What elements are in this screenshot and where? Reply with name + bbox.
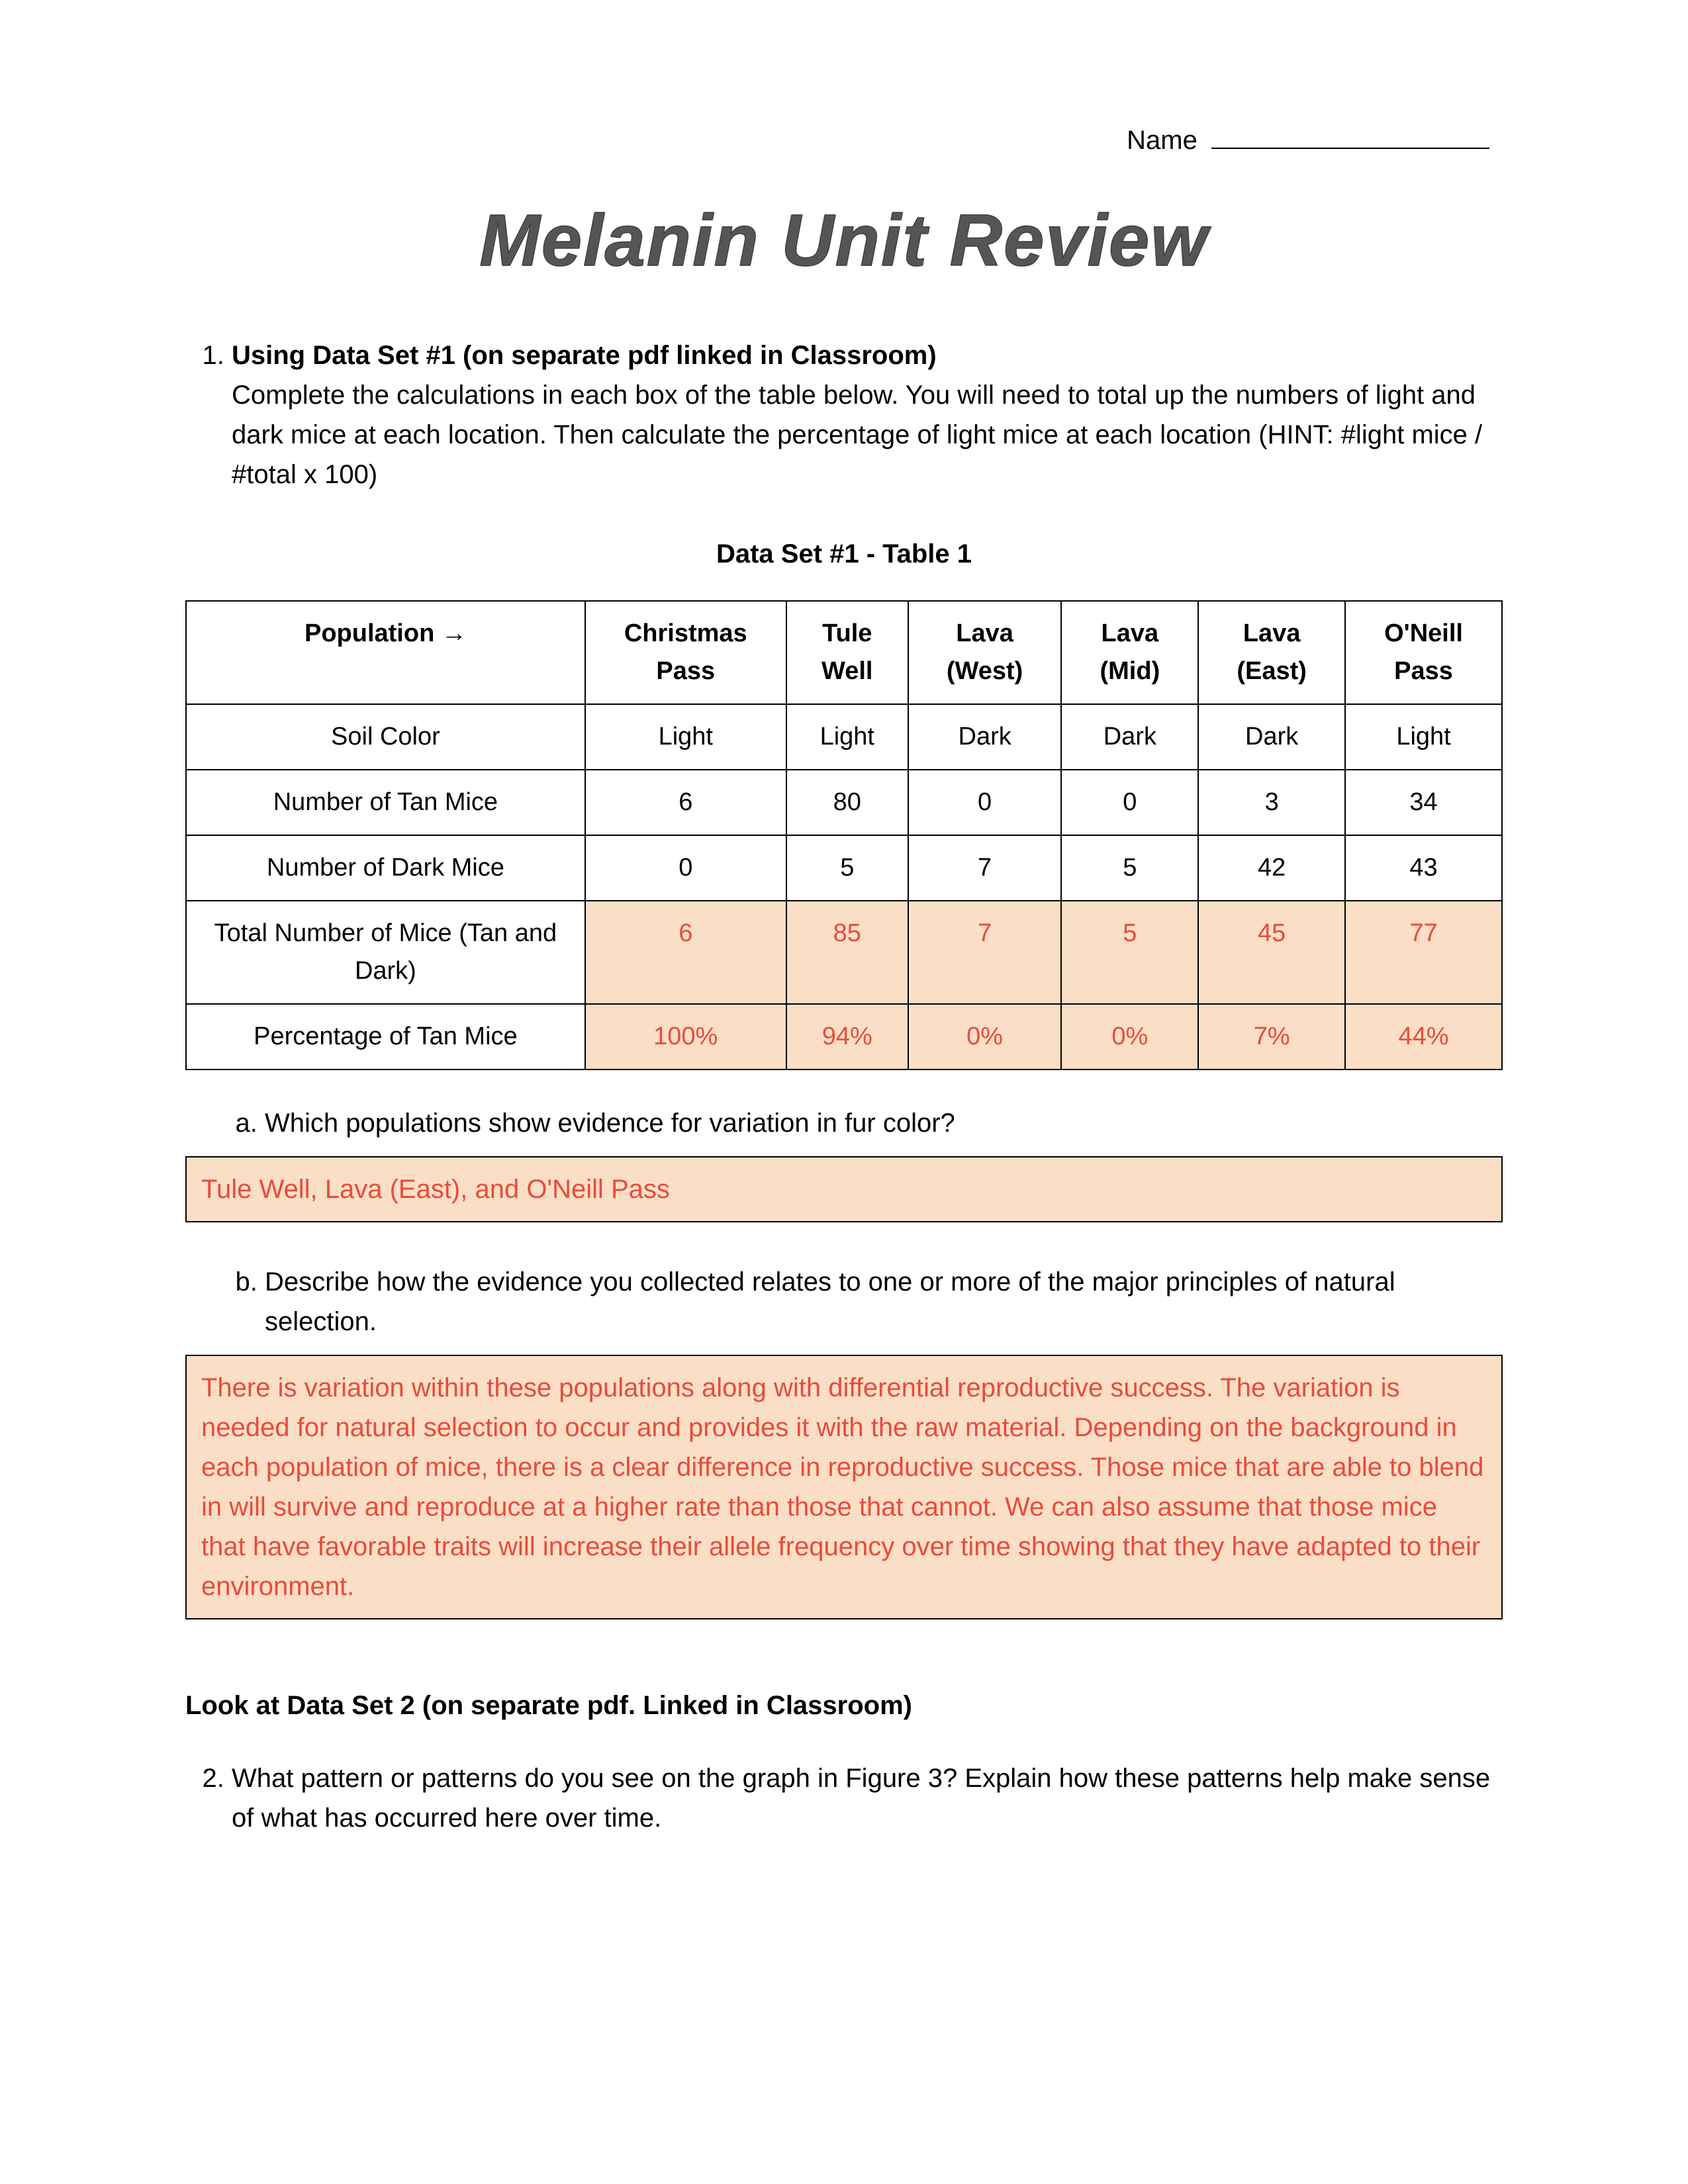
question-1b: Describe how the evidence you collected … — [265, 1262, 1503, 1342]
table-cell: 45 — [1198, 901, 1345, 1004]
q1b-text: Describe how the evidence you collected … — [265, 1267, 1395, 1336]
table-cell: 43 — [1345, 835, 1502, 901]
table-cell: 94% — [786, 1004, 908, 1069]
table-cell: 6 — [585, 770, 786, 835]
table-cell: Light — [1345, 704, 1502, 770]
table-cell: 77 — [1345, 901, 1502, 1004]
table-cell: 7 — [908, 835, 1062, 901]
table-cell: 3 — [1198, 770, 1345, 835]
table-cell: 100% — [585, 1004, 786, 1069]
table-cell: 5 — [1061, 901, 1198, 1004]
row-label: Number of Dark Mice — [186, 835, 585, 901]
table-cell: Dark — [908, 704, 1062, 770]
table-cell: 6 — [585, 901, 786, 1004]
q1-instructions: Complete the calculations in each box of… — [232, 381, 1482, 489]
header-population: Population → — [186, 601, 585, 704]
header-col-4: Lava (East) — [1198, 601, 1345, 704]
header-col-5: O'Neill Pass — [1345, 601, 1502, 704]
worksheet-page: Name Melanin Unit Review Using Data Set … — [0, 0, 1688, 2184]
page-title: Melanin Unit Review — [185, 199, 1503, 283]
table-row: Number of Tan Mice68000334 — [186, 770, 1502, 835]
header-col-2: Lava (West) — [908, 601, 1062, 704]
row-label: Soil Color — [186, 704, 585, 770]
body: Using Data Set #1 (on separate pdf linke… — [185, 336, 1503, 1838]
table-cell: 7 — [908, 901, 1062, 1004]
table-cell: Dark — [1061, 704, 1198, 770]
table-cell: 80 — [786, 770, 908, 835]
table-row: Total Number of Mice (Tan and Dark)68575… — [186, 901, 1502, 1004]
sub-questions-1b: Describe how the evidence you collected … — [185, 1262, 1503, 1342]
data-table-1: Population → Christmas Pass Tule Well La… — [185, 600, 1503, 1070]
table1-title: Data Set #1 - Table 1 — [185, 534, 1503, 574]
question-1a: Which populations show evidence for vari… — [265, 1103, 1503, 1143]
question-list: Using Data Set #1 (on separate pdf linke… — [185, 336, 1503, 494]
table-cell: Light — [786, 704, 908, 770]
table-cell: 0 — [908, 770, 1062, 835]
name-label: Name — [1127, 126, 1197, 155]
section-2-heading: Look at Data Set 2 (on separate pdf. Lin… — [185, 1686, 1503, 1725]
q2-text: What pattern or patterns do you see on t… — [232, 1764, 1490, 1833]
q1b-answer-box: There is variation within these populati… — [185, 1355, 1503, 1619]
table-row: Soil ColorLightLightDarkDarkDarkLight — [186, 704, 1502, 770]
table-row: Percentage of Tan Mice100%94%0%0%7%44% — [186, 1004, 1502, 1069]
table-cell: Dark — [1198, 704, 1345, 770]
q1a-answer-box: Tule Well, Lava (East), and O'Neill Pass — [185, 1156, 1503, 1222]
name-field: Name — [1127, 126, 1489, 156]
row-label: Total Number of Mice (Tan and Dark) — [186, 901, 585, 1004]
table-cell: 42 — [1198, 835, 1345, 901]
q1-heading: Using Data Set #1 (on separate pdf linke… — [232, 341, 937, 370]
question-2: What pattern or patterns do you see on t… — [232, 1758, 1503, 1838]
table-cell: 0% — [1061, 1004, 1198, 1069]
table-cell: 0 — [585, 835, 786, 901]
table-cell: 34 — [1345, 770, 1502, 835]
name-blank-line[interactable] — [1211, 148, 1489, 149]
table-cell: 5 — [786, 835, 908, 901]
table-cell: 44% — [1345, 1004, 1502, 1069]
table-cell: 5 — [1061, 835, 1198, 901]
sub-questions-1: Which populations show evidence for vari… — [185, 1103, 1503, 1143]
header-col-3: Lava (Mid) — [1061, 601, 1198, 704]
question-1: Using Data Set #1 (on separate pdf linke… — [232, 336, 1503, 494]
q1a-text: Which populations show evidence for vari… — [265, 1109, 955, 1138]
header-col-0: Christmas Pass — [585, 601, 786, 704]
row-label: Percentage of Tan Mice — [186, 1004, 585, 1069]
table-cell: 0 — [1061, 770, 1198, 835]
table-cell: Light — [585, 704, 786, 770]
table-cell: 7% — [1198, 1004, 1345, 1069]
table-header-row: Population → Christmas Pass Tule Well La… — [186, 601, 1502, 704]
question-list-2: What pattern or patterns do you see on t… — [185, 1758, 1503, 1838]
table-row: Number of Dark Mice05754243 — [186, 835, 1502, 901]
row-label: Number of Tan Mice — [186, 770, 585, 835]
header-col-1: Tule Well — [786, 601, 908, 704]
table-cell: 85 — [786, 901, 908, 1004]
table-cell: 0% — [908, 1004, 1062, 1069]
